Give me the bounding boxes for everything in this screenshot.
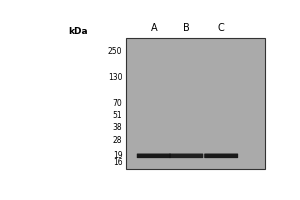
Text: 70: 70 xyxy=(112,99,122,108)
Text: C: C xyxy=(218,23,224,33)
Text: 250: 250 xyxy=(108,47,122,56)
FancyBboxPatch shape xyxy=(204,154,238,158)
Text: 38: 38 xyxy=(113,123,122,132)
Bar xyxy=(126,38,266,169)
FancyBboxPatch shape xyxy=(169,154,203,158)
Text: 130: 130 xyxy=(108,73,122,82)
Text: 19: 19 xyxy=(113,151,122,160)
Text: B: B xyxy=(183,23,190,33)
Text: 51: 51 xyxy=(113,111,122,120)
Text: 28: 28 xyxy=(113,136,122,145)
Text: 16: 16 xyxy=(113,158,122,167)
Text: A: A xyxy=(150,23,157,33)
FancyBboxPatch shape xyxy=(137,154,171,158)
Text: kDa: kDa xyxy=(68,27,88,36)
